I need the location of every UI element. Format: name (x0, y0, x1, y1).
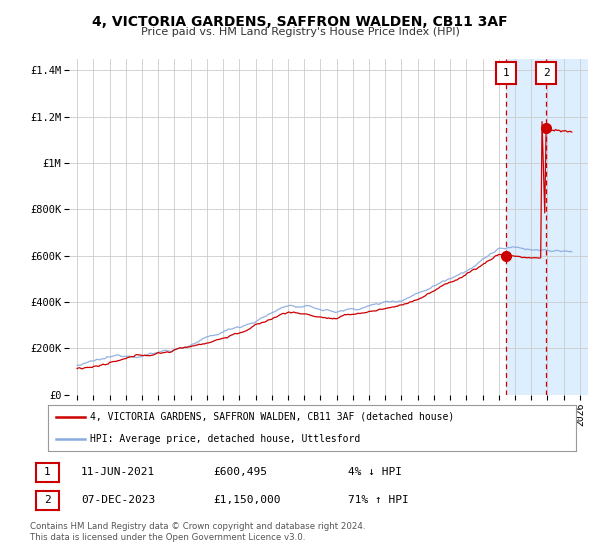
Bar (506, 59, 588, 395)
Text: 2: 2 (44, 495, 51, 505)
Text: 2: 2 (543, 68, 550, 78)
FancyBboxPatch shape (536, 62, 556, 84)
Text: 4% ↓ HPI: 4% ↓ HPI (348, 466, 402, 477)
Text: £600,495: £600,495 (213, 466, 267, 477)
Text: 4, VICTORIA GARDENS, SAFFRON WALDEN, CB11 3AF: 4, VICTORIA GARDENS, SAFFRON WALDEN, CB1… (92, 15, 508, 29)
Text: Price paid vs. HM Land Registry's House Price Index (HPI): Price paid vs. HM Land Registry's House … (140, 27, 460, 38)
Text: 1: 1 (44, 467, 51, 477)
Text: HPI: Average price, detached house, Uttlesford: HPI: Average price, detached house, Uttl… (90, 434, 361, 444)
Text: 4, VICTORIA GARDENS, SAFFRON WALDEN, CB11 3AF (detached house): 4, VICTORIA GARDENS, SAFFRON WALDEN, CB1… (90, 412, 454, 422)
Text: 1: 1 (503, 68, 509, 78)
Text: £1,150,000: £1,150,000 (213, 494, 281, 505)
Text: 07-DEC-2023: 07-DEC-2023 (81, 494, 155, 505)
Text: Contains HM Land Registry data © Crown copyright and database right 2024.
This d: Contains HM Land Registry data © Crown c… (30, 522, 365, 542)
Text: 11-JUN-2021: 11-JUN-2021 (81, 466, 155, 477)
Text: 71% ↑ HPI: 71% ↑ HPI (348, 494, 409, 505)
FancyBboxPatch shape (496, 62, 516, 84)
